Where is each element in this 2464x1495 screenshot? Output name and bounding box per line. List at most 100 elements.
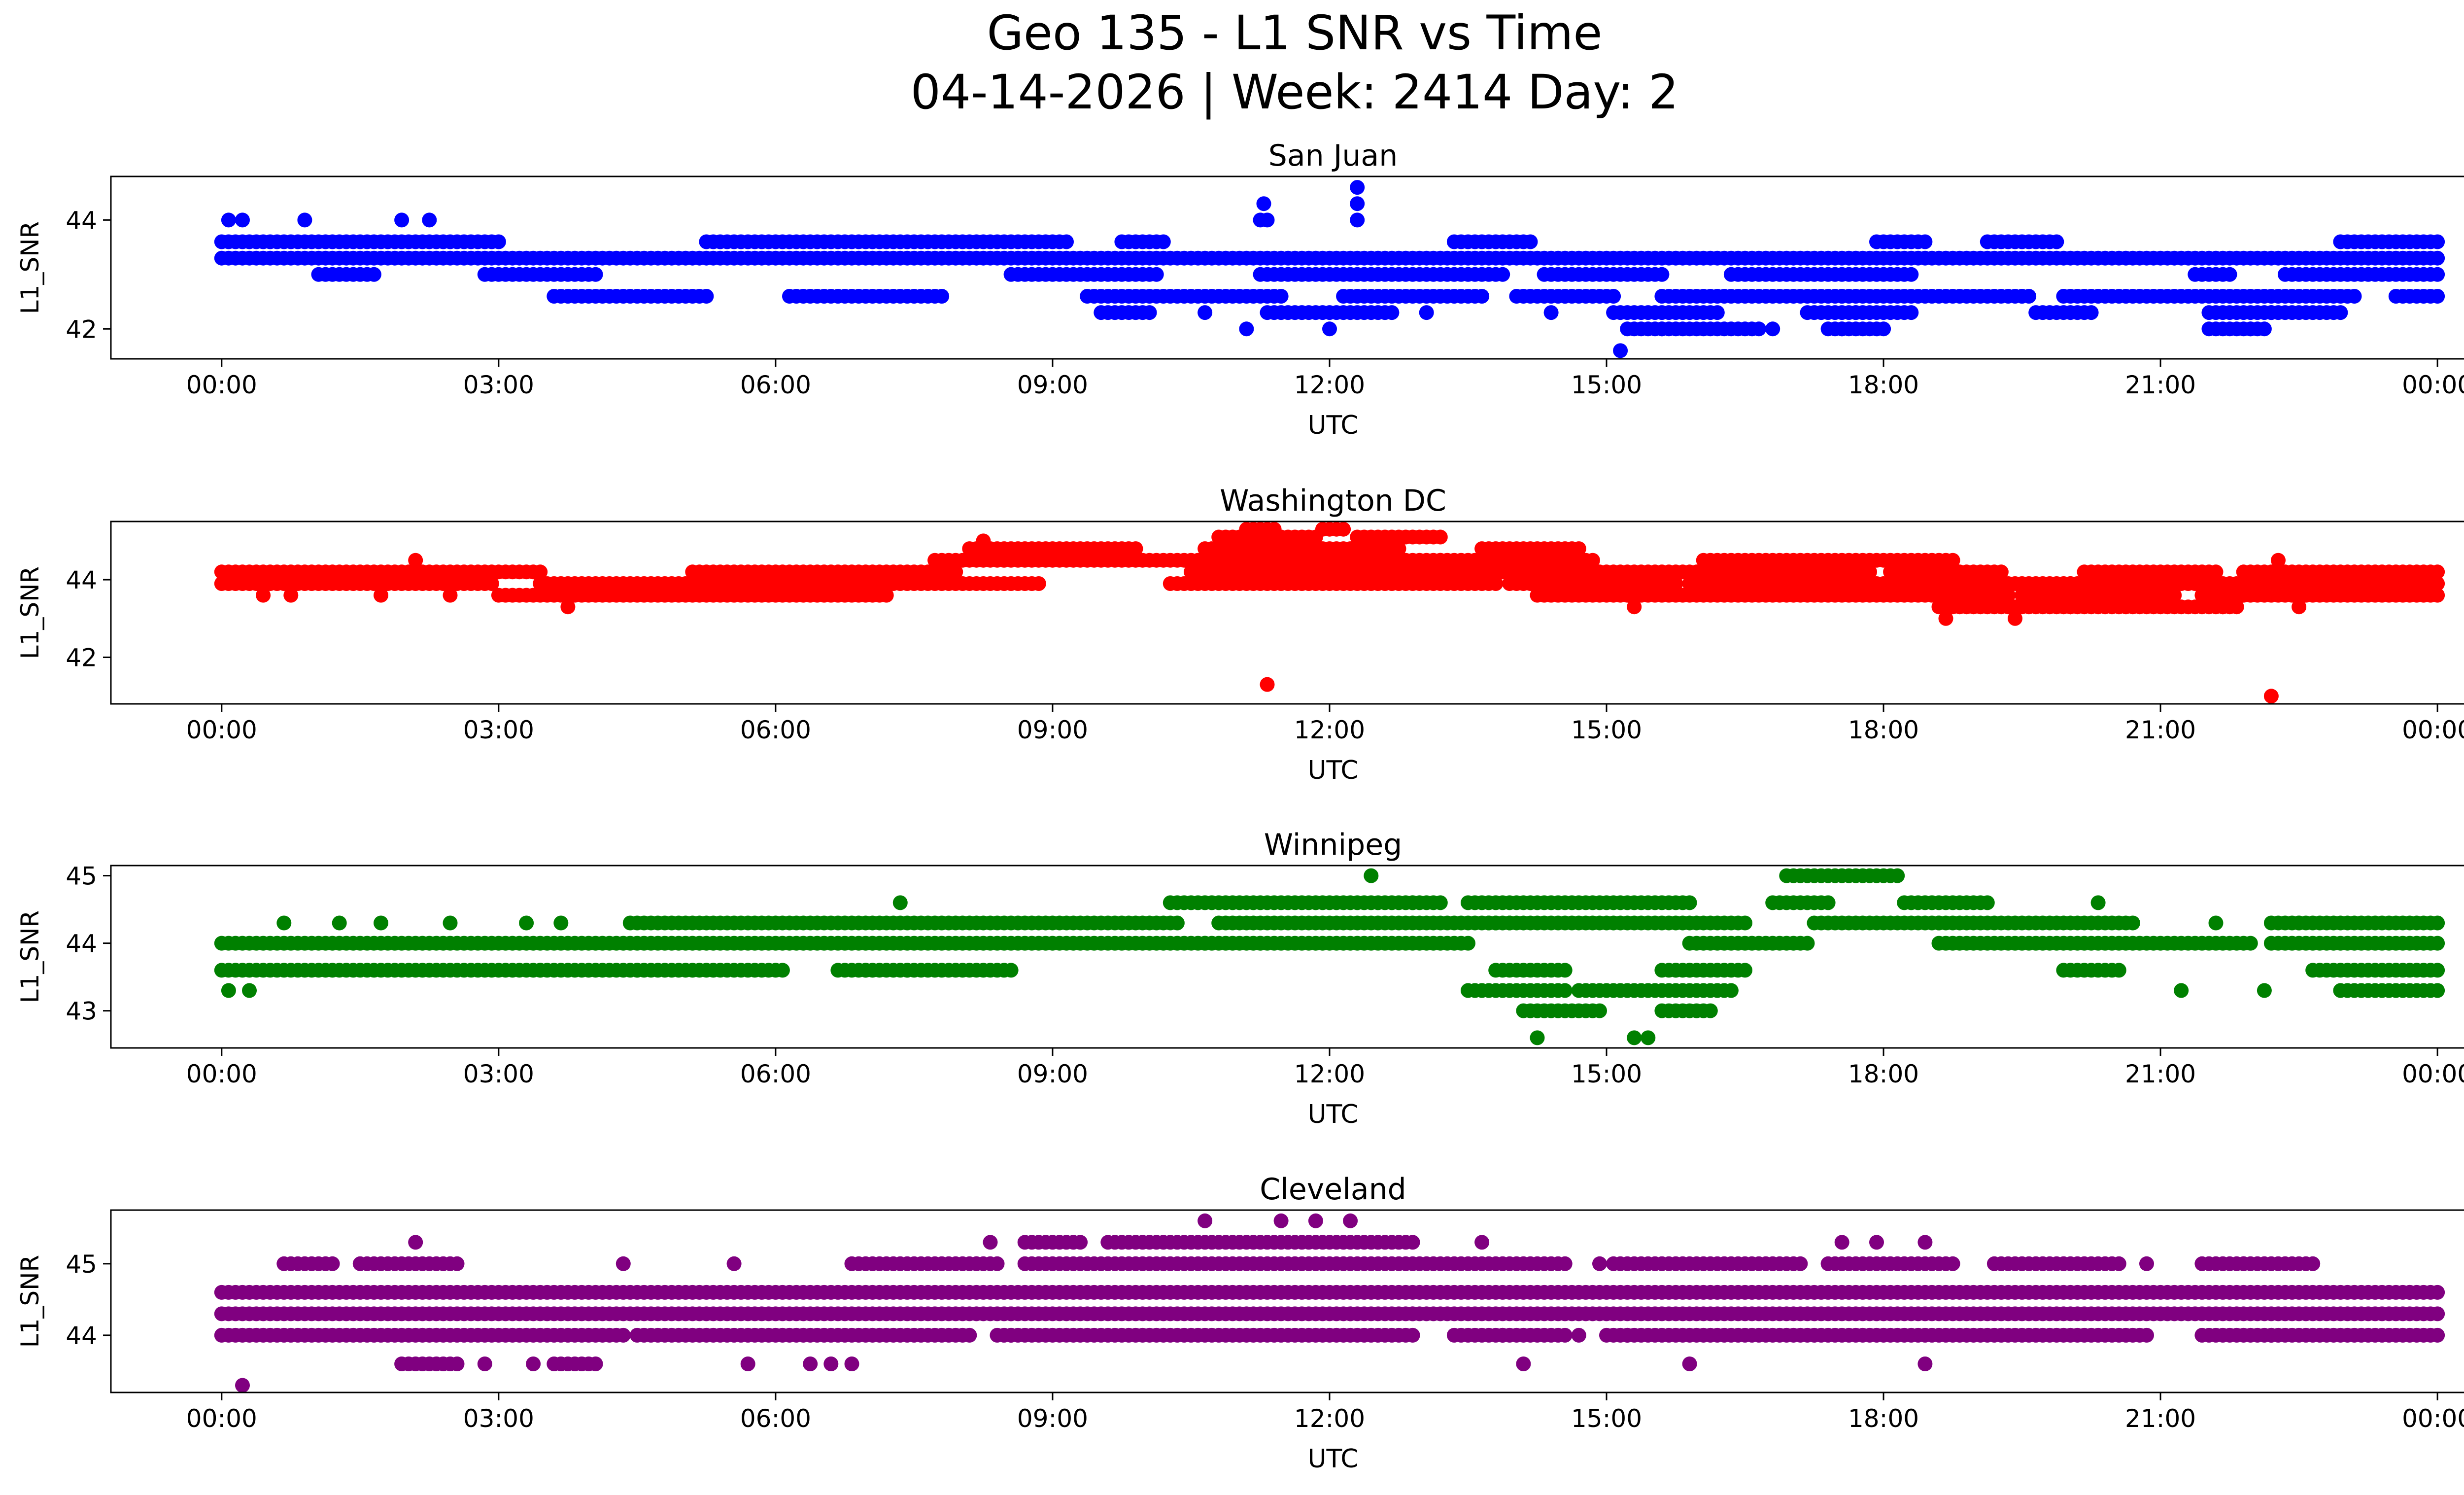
data-point (1890, 868, 1905, 883)
data-point (1256, 196, 1271, 211)
data-point (2125, 915, 2140, 931)
x-tick-label: 06:00 (740, 1060, 811, 1088)
data-point (1405, 1327, 1420, 1343)
data-point (1862, 564, 1877, 580)
data-point (1495, 1327, 1510, 1343)
axes-frame (110, 521, 2464, 705)
data-point (726, 1256, 742, 1271)
data-point (1364, 868, 1379, 883)
x-tick-label: 00:00 (2402, 1060, 2464, 1088)
data-point (1557, 1256, 1573, 1271)
y-tick-label: 42 (66, 315, 97, 344)
data-point (1488, 576, 1504, 591)
data-point (394, 212, 410, 228)
data-point (1682, 895, 1697, 910)
data-point (2430, 289, 2445, 304)
y-axis-label: L1_SNR (16, 1255, 44, 1348)
data-point (526, 1356, 541, 1371)
subplot-title: San Juan (1268, 139, 1398, 173)
x-tick-label: 15:00 (1571, 371, 1642, 399)
data-point (2111, 1256, 2126, 1271)
data-point (2347, 289, 2362, 304)
data-point (962, 1327, 977, 1343)
data-point (2222, 267, 2237, 282)
figure-title-line1: Geo 135 - L1 SNR vs Time (987, 5, 1603, 61)
x-tick-label: 21:00 (2125, 371, 2196, 399)
data-point (1557, 1327, 1573, 1343)
x-tick-label: 21:00 (2125, 1060, 2196, 1088)
data-point (1945, 553, 1960, 568)
data-point (2292, 915, 2307, 931)
data-point (1516, 1356, 1531, 1371)
data-point (2430, 267, 2445, 282)
data-point (899, 963, 915, 978)
subplot-san-juan: San Juan 00:00 03:00 06:00 09:00 12:00 15:00 18… (16, 139, 2464, 440)
data-point (1993, 564, 2009, 580)
data-point (2263, 305, 2279, 320)
data-point (699, 289, 714, 304)
data-point (1253, 936, 1268, 951)
y-tick-label: 43 (66, 997, 97, 1026)
x-tick-label: 12:00 (1294, 1404, 1365, 1433)
data-point (484, 576, 499, 591)
data-point (2430, 936, 2445, 951)
x-tick-label: 09:00 (1017, 1060, 1088, 1088)
data-point (1751, 321, 1767, 337)
data-point (408, 1235, 423, 1250)
x-tick-label: 06:00 (740, 1404, 811, 1433)
x-tick-label: 15:00 (1571, 1404, 1642, 1433)
x-axis-label: UTC (1307, 756, 1358, 785)
data-point (1474, 289, 1490, 304)
data-point (2263, 689, 2279, 704)
data-point (2090, 895, 2106, 910)
data-point (1260, 212, 1275, 228)
x-tick-label: 09:00 (1017, 716, 1088, 744)
data-point (408, 553, 423, 568)
y-tick-label: 44 (66, 1321, 97, 1350)
data-point (2063, 599, 2078, 615)
data-point (2111, 963, 2126, 978)
data-point (1031, 576, 1046, 591)
data-point (2430, 983, 2445, 998)
data-point (449, 1356, 465, 1371)
data-point (983, 1235, 998, 1250)
data-point (1003, 1327, 1019, 1343)
data-point (242, 983, 257, 998)
data-point (1627, 1030, 1642, 1045)
subplot-title: Cleveland (1260, 1172, 1406, 1207)
y-axis-label: L1_SNR (16, 221, 44, 314)
data-point (2208, 564, 2224, 580)
data-point (519, 915, 534, 931)
data-point (1945, 1256, 1960, 1271)
x-tick-label: 15:00 (1571, 1060, 1642, 1088)
data-point (879, 588, 894, 603)
data-point (1502, 915, 1517, 931)
scatter-series (214, 868, 2445, 1045)
data-point (1682, 1356, 1697, 1371)
data-point (1308, 1213, 1323, 1228)
data-point (2305, 1256, 2321, 1271)
x-tick-label: 18:00 (1848, 716, 1919, 744)
scatter-series (214, 522, 2445, 704)
x-tick-label: 21:00 (2125, 716, 2196, 744)
data-point (449, 1256, 465, 1271)
data-point (1557, 289, 1573, 304)
data-point (2236, 1256, 2251, 1271)
data-point (477, 1356, 492, 1371)
data-point (276, 915, 292, 931)
data-point (2257, 983, 2272, 998)
data-point (1128, 541, 1143, 556)
data-point (1260, 305, 1275, 320)
data-point (1738, 963, 1752, 978)
data-point (1834, 321, 1849, 337)
y-tick-label: 42 (66, 644, 97, 672)
data-point (1142, 305, 1157, 320)
x-tick-label: 03:00 (463, 1060, 534, 1088)
data-point (990, 1256, 1005, 1271)
data-point (1938, 611, 1953, 626)
data-point (969, 1256, 984, 1271)
data-point (1273, 289, 1289, 304)
data-point (588, 1356, 603, 1371)
data-point (2430, 1327, 2445, 1343)
